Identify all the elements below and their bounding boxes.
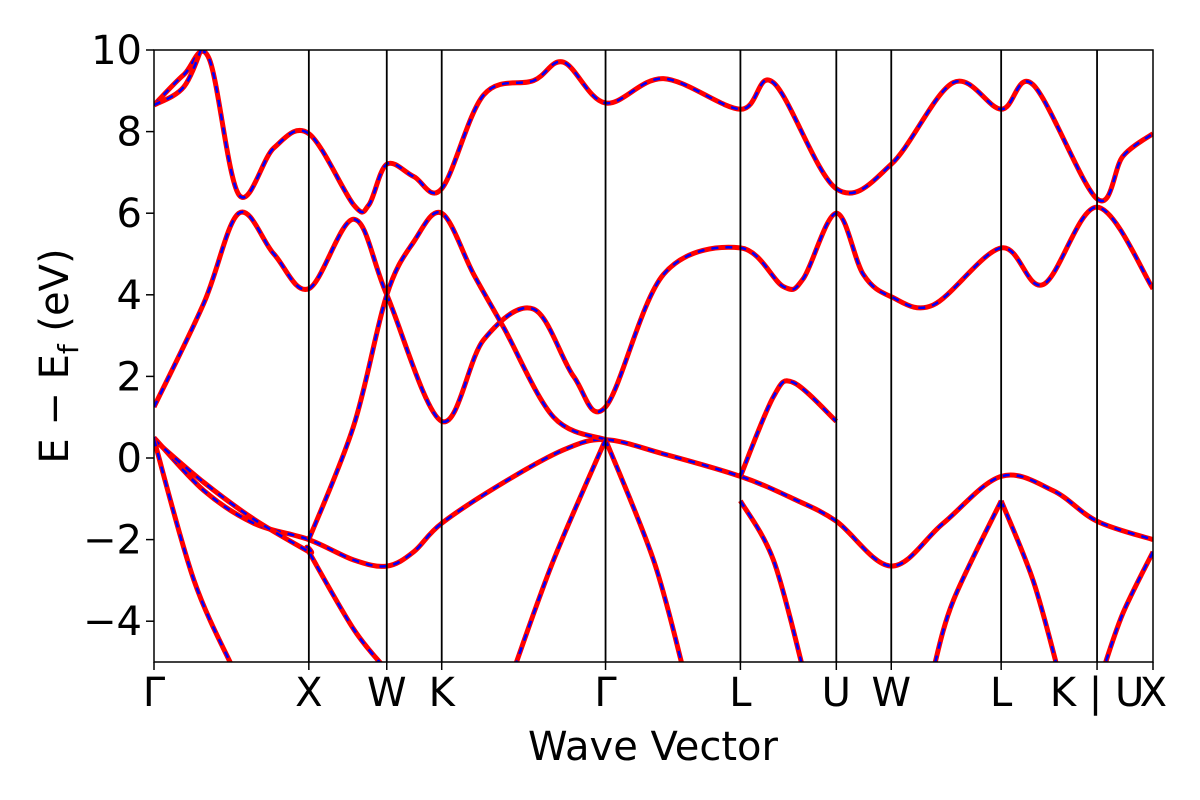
x-tick-label: K | U	[1050, 670, 1144, 716]
x-tick-label: W	[871, 670, 911, 716]
band-line-blue-13	[739, 500, 803, 662]
band-line-red-7	[738, 378, 839, 478]
x-tick-label: Γ	[143, 670, 166, 716]
x-tick-label: L	[729, 670, 752, 716]
x-tick-label: U	[822, 670, 851, 716]
band-line-red-13	[738, 499, 804, 662]
band-line-blue-7	[739, 379, 838, 477]
y-tick-label: 0	[117, 436, 142, 482]
band-line-red-8	[603, 438, 684, 662]
x-tick-label: X	[1140, 670, 1167, 716]
y-tick-label: 4	[117, 273, 142, 319]
plot-frame	[153, 49, 1154, 663]
x-axis-label: Wave Vector	[528, 724, 779, 770]
band-line-red-11	[932, 499, 1004, 662]
x-tick-label: K	[429, 670, 457, 716]
band-line-red-9	[513, 438, 608, 662]
band-line-blue-1	[154, 438, 382, 662]
y-axis-label-sub: f	[52, 343, 85, 354]
y-axis-ticks: −4 −2 0 2 4 6 8 10	[83, 28, 154, 645]
y-tick-label: −4	[83, 599, 142, 645]
y-tick-label: 10	[91, 28, 142, 74]
band-line-blue-9	[515, 439, 607, 662]
band-lines	[154, 50, 1153, 662]
x-tick-label: W	[367, 670, 407, 716]
y-axis-label-main: E − E	[32, 354, 78, 464]
band-line-blue-10	[1000, 500, 1058, 662]
band-line-blue-2	[154, 439, 232, 662]
y-tick-label: −2	[83, 518, 142, 564]
band-line-red-3	[154, 204, 1153, 425]
y-tick-label: 8	[117, 110, 142, 156]
x-tick-label: Γ	[594, 670, 617, 716]
band-line-blue-8	[604, 439, 683, 662]
y-axis-label: E − Ef (eV)	[32, 248, 85, 463]
x-tick-label: L	[990, 670, 1013, 716]
x-tick-label: X	[295, 670, 322, 716]
band-line-red-10	[998, 499, 1059, 662]
band-line-blue-4	[307, 211, 606, 541]
y-axis-label-unit: (eV)	[32, 248, 78, 344]
band-line-blue-3	[154, 205, 1153, 423]
band-line-red-12	[1103, 550, 1153, 662]
y-tick-label: 2	[117, 354, 142, 400]
band-line-blue-6	[154, 50, 203, 107]
band-line-red-4	[306, 209, 607, 541]
band-line-blue-12	[1104, 551, 1153, 662]
high-symmetry-lines	[307, 50, 1098, 662]
y-tick-label: 6	[117, 191, 142, 237]
band-line-blue-5	[154, 50, 1153, 214]
